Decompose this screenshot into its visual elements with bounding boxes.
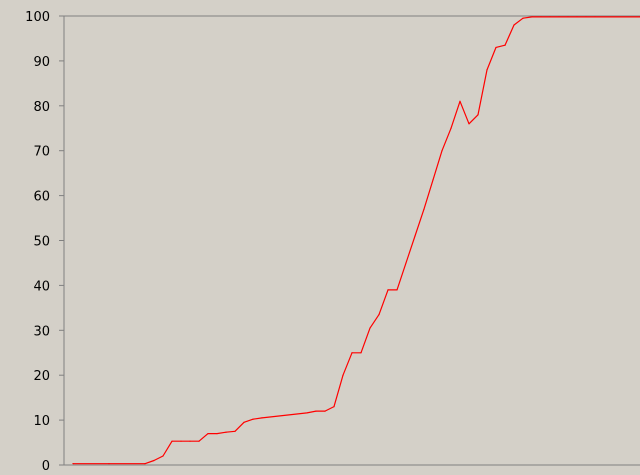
y-tick-label: 20 [33, 369, 50, 384]
data-point [396, 289, 398, 291]
y-tick-label: 90 [33, 55, 50, 70]
data-point [351, 352, 353, 354]
axes [63, 15, 640, 466]
data-point [513, 24, 515, 26]
data-point [432, 179, 434, 181]
data-point [441, 150, 443, 152]
y-tick-label: 0 [42, 459, 50, 471]
y-tick-label: 60 [33, 190, 50, 205]
data-point [594, 16, 596, 18]
data-point [189, 440, 191, 442]
data-point [333, 406, 335, 408]
data-point [234, 430, 236, 432]
data-point [261, 417, 263, 419]
data-point [405, 262, 407, 264]
data-point [468, 123, 470, 125]
data-point [414, 235, 416, 237]
series-line [73, 16, 640, 465]
data-point [387, 289, 389, 291]
data-point [369, 327, 371, 329]
data-point [450, 127, 452, 129]
data-point [342, 374, 344, 376]
data-point [522, 17, 524, 19]
y-tick-label: 80 [33, 100, 50, 115]
data-point [225, 431, 227, 433]
data-point [558, 16, 560, 18]
data-point [495, 46, 497, 49]
data-point [531, 16, 533, 18]
y-tick-label: 50 [33, 235, 50, 250]
data-point [486, 69, 488, 71]
data-point [108, 463, 110, 465]
data-point [207, 432, 209, 435]
y-tick-label: 30 [33, 324, 50, 339]
data-point [477, 114, 479, 116]
data-point [324, 410, 326, 412]
data-point [423, 208, 425, 210]
data-point [459, 100, 461, 102]
data-point [243, 421, 245, 423]
y-tick-label: 40 [33, 279, 50, 294]
y-tick-label: 100 [25, 10, 50, 25]
data-point [549, 16, 551, 18]
y-tick-label: 10 [33, 414, 50, 429]
data-point [180, 440, 182, 442]
data-point [360, 352, 362, 354]
data-point [306, 412, 308, 414]
data-point [216, 432, 218, 435]
data-point [540, 16, 542, 18]
y-axis-ticks: 0 10 20 30 40 50 60 70 80 90 100 [25, 10, 64, 474]
data-point [585, 16, 587, 18]
data-point [162, 455, 164, 457]
data-point [315, 410, 317, 412]
data-point [504, 44, 506, 46]
data-point [567, 16, 569, 18]
data-point [252, 418, 254, 420]
data-point [198, 440, 200, 442]
data-point [576, 16, 578, 18]
data-point [171, 440, 173, 442]
data-point [144, 463, 146, 465]
series-layer [72, 16, 640, 465]
data-point [72, 463, 74, 465]
data-point [153, 459, 155, 462]
data-point [378, 313, 380, 316]
y-tick-label: 70 [33, 145, 50, 160]
